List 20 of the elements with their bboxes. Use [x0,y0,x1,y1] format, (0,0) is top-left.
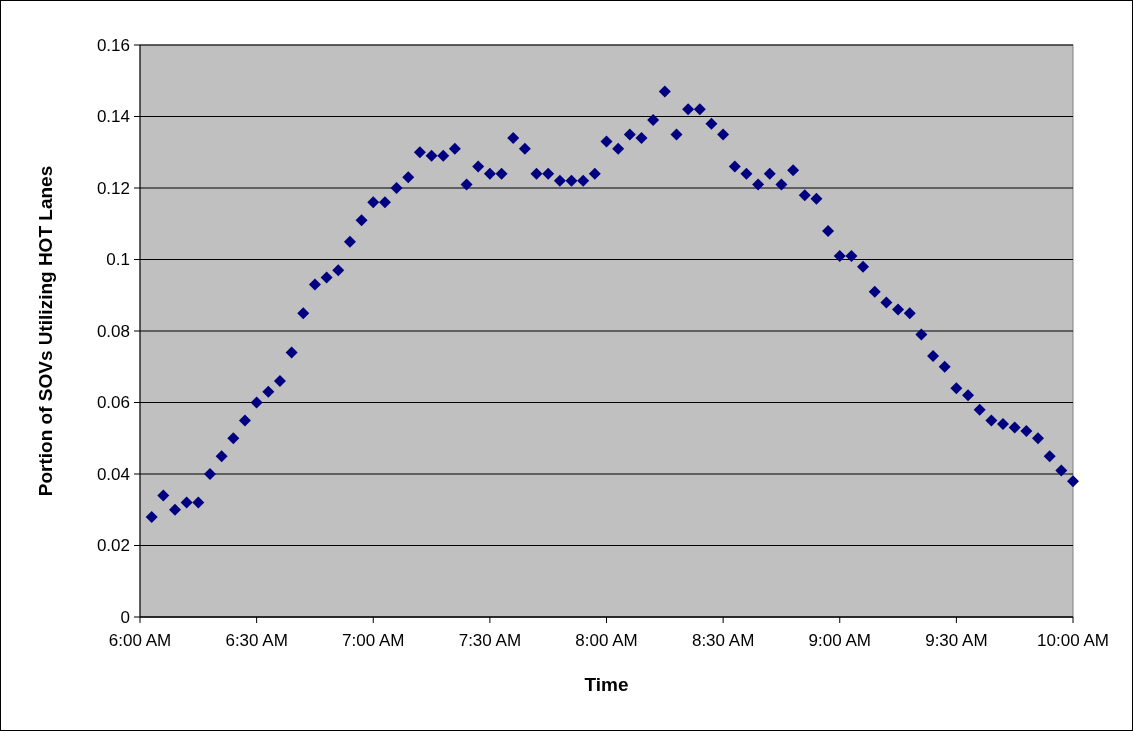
x-axis-title: Time [584,674,629,695]
x-tick-label: 6:30 AM [225,631,288,650]
x-tick-label: 10:00 AM [1037,631,1109,650]
y-tick-label: 0.06 [96,393,130,413]
y-tick-label: 0 [120,607,130,627]
x-tick-label: 7:30 AM [458,631,522,650]
x-tick-label: 9:30 AM [925,631,988,650]
y-tick-label: 0.12 [96,178,130,198]
x-tick-label: 8:00 AM [575,631,638,650]
y-tick-label: 0.16 [96,35,130,55]
y-tick-label: 0.08 [96,321,130,341]
y-axis-title: Portion of SOVs Utilizing HOT Lanes [35,165,56,497]
y-tick-label: 0.02 [96,536,130,556]
y-tick-label: 0.1 [106,250,130,270]
x-tick-label: 8:30 AM [691,631,755,650]
x-tick-label: 6:00 AM [108,631,172,650]
x-tick-label: 7:00 AM [342,631,405,650]
y-tick-label: 0.04 [96,464,130,484]
x-tick-label: 9:00 AM [808,631,871,650]
y-tick-label: 0.14 [96,107,130,127]
